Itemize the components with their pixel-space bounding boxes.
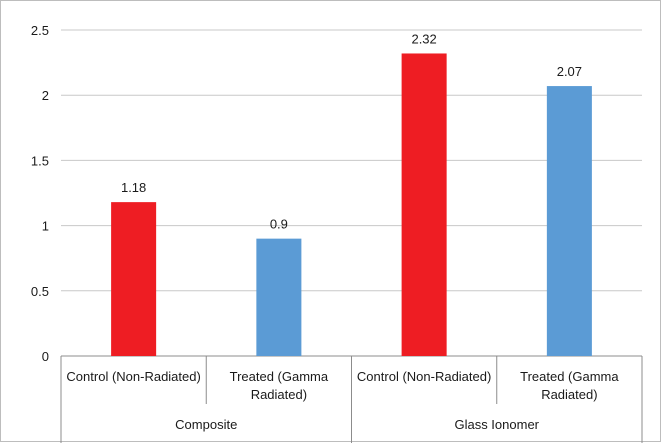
x-tick-label: Control (Non-Radiated) xyxy=(66,369,200,384)
x-tick-label: Treated (Gamma xyxy=(230,369,329,384)
x-tick-label: Radiated) xyxy=(541,387,597,402)
bar xyxy=(546,86,592,357)
bar xyxy=(401,53,447,357)
y-tick-label: 0.5 xyxy=(31,284,49,299)
y-tick-label: 1.5 xyxy=(31,153,49,168)
x-tick-label: Treated (Gamma xyxy=(520,369,619,384)
x-tick-label: Control (Non-Radiated) xyxy=(357,369,491,384)
data-label: 2.07 xyxy=(557,64,582,79)
group-label: Glass Ionomer xyxy=(454,417,539,432)
x-tick-label: Radiated) xyxy=(251,387,307,402)
data-label: 1.18 xyxy=(121,180,146,195)
data-label: 2.32 xyxy=(411,31,436,46)
y-tick-label: 0 xyxy=(42,349,49,364)
group-label: Composite xyxy=(175,417,237,432)
y-tick-label: 2 xyxy=(42,88,49,103)
y-tick-label: 1 xyxy=(42,219,49,234)
y-tick-label: 2.5 xyxy=(31,23,49,38)
data-label: 0.9 xyxy=(270,217,288,232)
bar xyxy=(256,238,302,356)
bar xyxy=(111,202,157,356)
